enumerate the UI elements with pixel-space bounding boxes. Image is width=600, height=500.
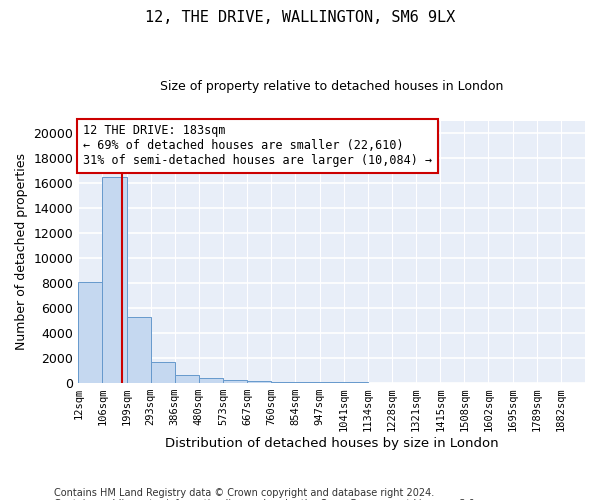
- Bar: [127, 316, 151, 383]
- Bar: [320, 382, 344, 383]
- Bar: [103, 177, 127, 383]
- Bar: [78, 282, 103, 383]
- Bar: [175, 374, 199, 383]
- Bar: [295, 382, 320, 383]
- Y-axis label: Number of detached properties: Number of detached properties: [15, 153, 28, 350]
- Text: Contains HM Land Registry data © Crown copyright and database right 2024.: Contains HM Land Registry data © Crown c…: [54, 488, 434, 498]
- Title: Size of property relative to detached houses in London: Size of property relative to detached ho…: [160, 80, 503, 93]
- X-axis label: Distribution of detached houses by size in London: Distribution of detached houses by size …: [165, 437, 499, 450]
- Text: 12, THE DRIVE, WALLINGTON, SM6 9LX: 12, THE DRIVE, WALLINGTON, SM6 9LX: [145, 10, 455, 25]
- Bar: [223, 380, 247, 383]
- Text: 12 THE DRIVE: 183sqm
← 69% of detached houses are smaller (22,610)
31% of semi-d: 12 THE DRIVE: 183sqm ← 69% of detached h…: [83, 124, 433, 168]
- Bar: [247, 382, 271, 383]
- Bar: [151, 362, 175, 383]
- Text: Contains public sector information licensed under the Open Government Licence v3: Contains public sector information licen…: [54, 499, 478, 500]
- Bar: [271, 382, 295, 383]
- Bar: [199, 378, 223, 383]
